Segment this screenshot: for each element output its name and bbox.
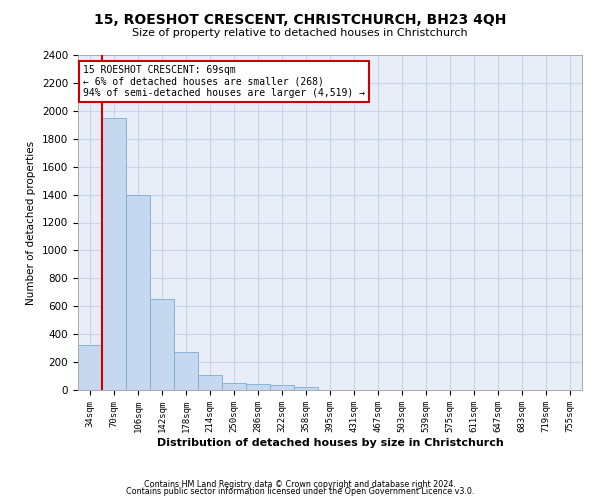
Text: Contains HM Land Registry data © Crown copyright and database right 2024.: Contains HM Land Registry data © Crown c… bbox=[144, 480, 456, 489]
Bar bbox=[294, 387, 318, 390]
X-axis label: Distribution of detached houses by size in Christchurch: Distribution of detached houses by size … bbox=[157, 438, 503, 448]
Text: 15 ROESHOT CRESCENT: 69sqm
← 6% of detached houses are smaller (268)
94% of semi: 15 ROESHOT CRESCENT: 69sqm ← 6% of detac… bbox=[83, 65, 365, 98]
Bar bbox=[198, 376, 222, 390]
Text: 15, ROESHOT CRESCENT, CHRISTCHURCH, BH23 4QH: 15, ROESHOT CRESCENT, CHRISTCHURCH, BH23… bbox=[94, 12, 506, 26]
Bar bbox=[126, 194, 150, 390]
Y-axis label: Number of detached properties: Number of detached properties bbox=[26, 140, 37, 304]
Bar bbox=[174, 352, 198, 390]
Bar bbox=[270, 385, 294, 390]
Text: Contains public sector information licensed under the Open Government Licence v3: Contains public sector information licen… bbox=[126, 487, 474, 496]
Bar bbox=[222, 383, 246, 390]
Bar bbox=[78, 344, 102, 390]
Bar bbox=[150, 300, 174, 390]
Bar bbox=[246, 384, 270, 390]
Bar bbox=[102, 118, 126, 390]
Text: Size of property relative to detached houses in Christchurch: Size of property relative to detached ho… bbox=[132, 28, 468, 38]
